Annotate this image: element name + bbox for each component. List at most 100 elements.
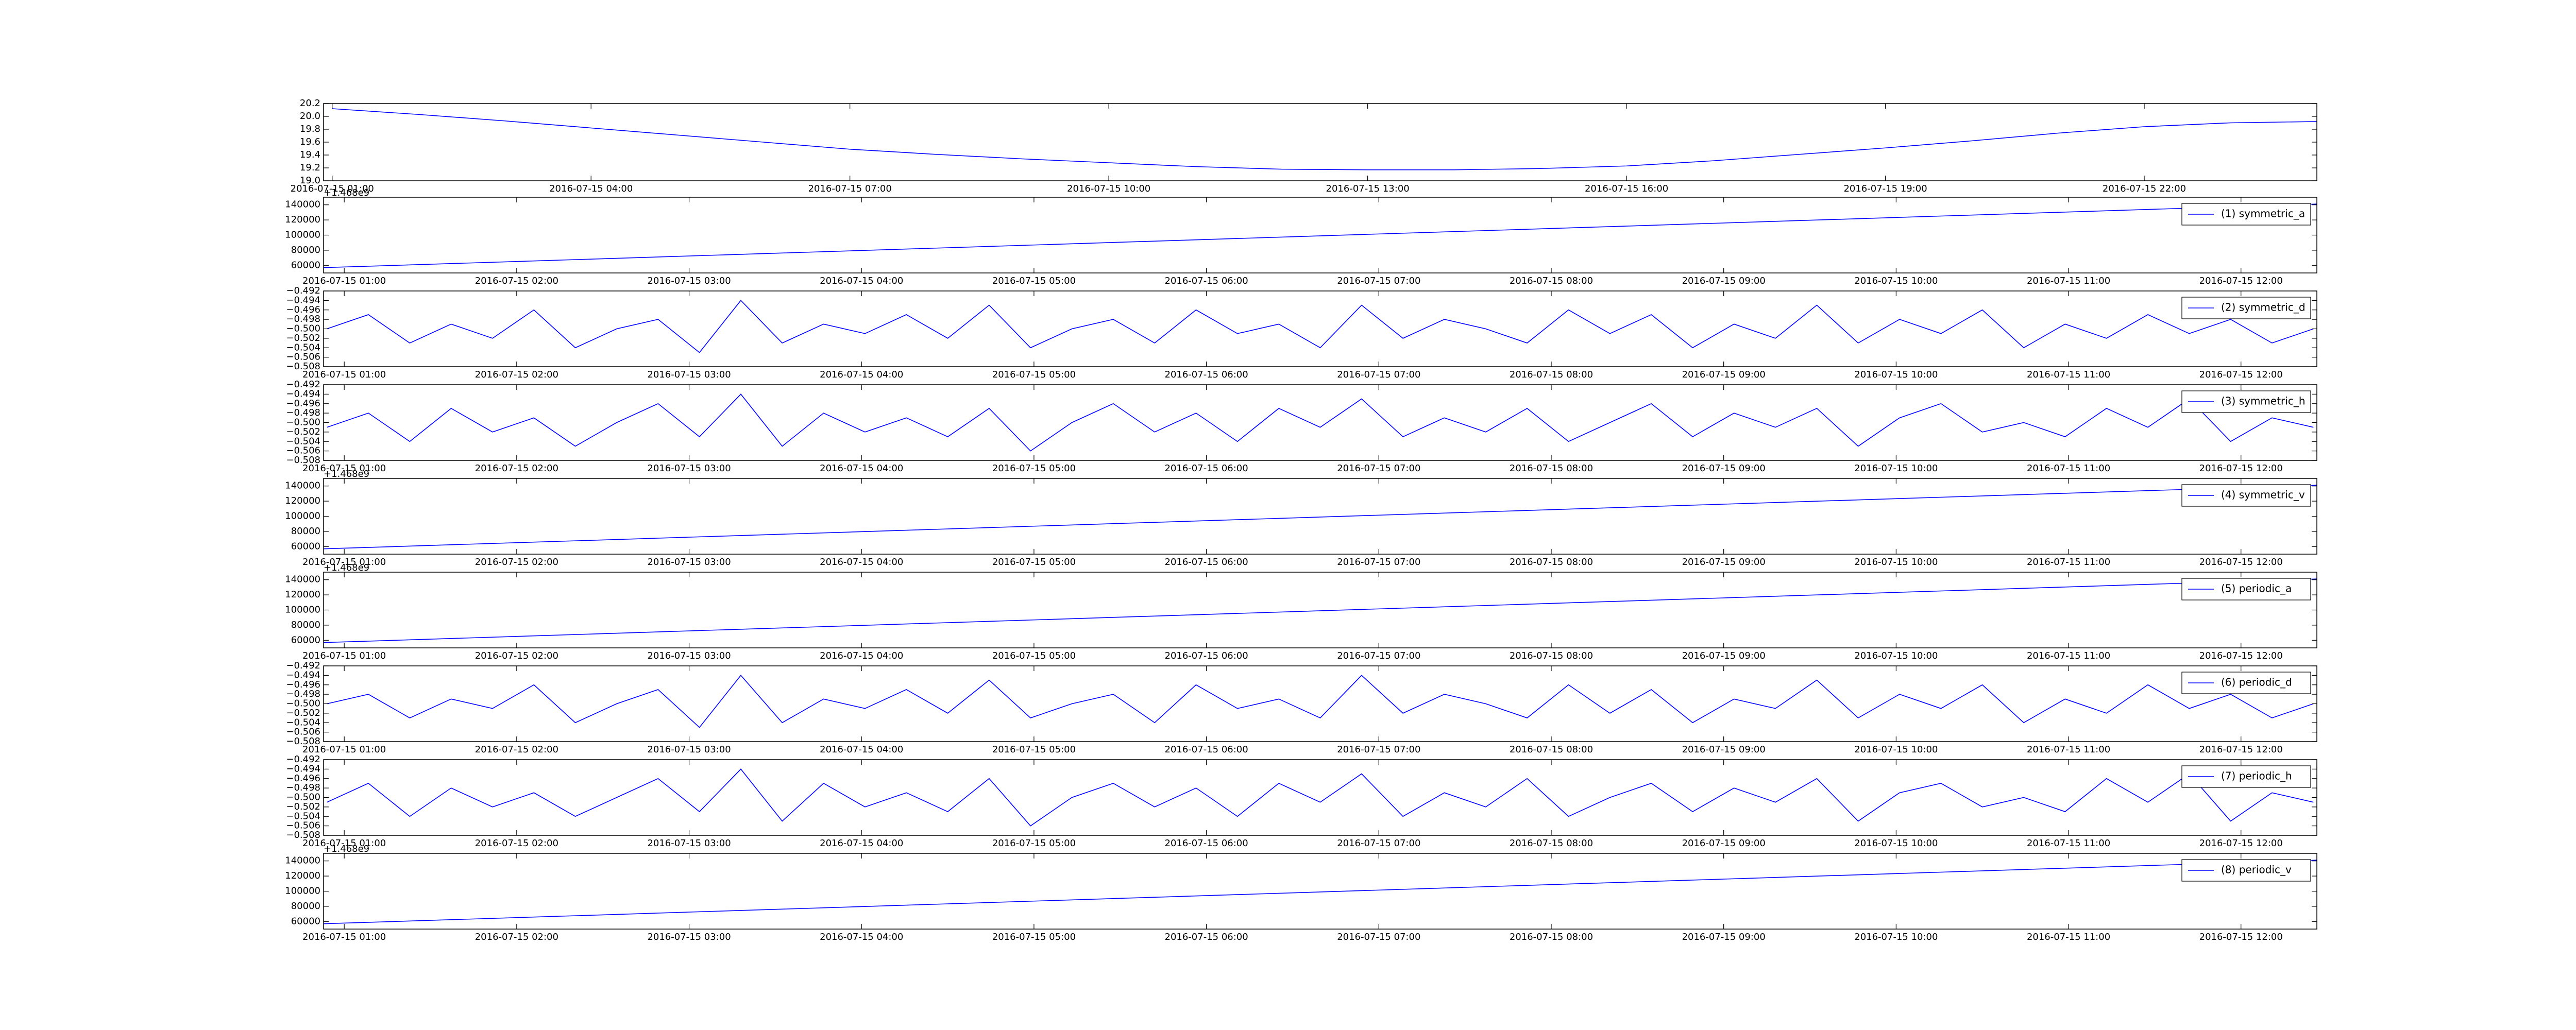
- y-tick-label: 19.8: [300, 124, 320, 134]
- y-tick-label: 19.6: [300, 136, 320, 147]
- x-tick-label: 2016-07-15 08:00: [1510, 932, 1593, 942]
- y-tick-label: 20.2: [300, 98, 320, 109]
- y-tick-label: −0.496: [286, 773, 320, 784]
- x-tick-label: 2016-07-15 05:00: [992, 838, 1076, 849]
- y-tick-label: 120000: [285, 589, 320, 600]
- y-tick-label: 19.2: [300, 162, 320, 173]
- y-tick-label: −0.500: [286, 792, 320, 803]
- y-tick-label: −0.496: [286, 679, 320, 690]
- x-tick-label: 2016-07-15 09:00: [1682, 557, 1766, 568]
- x-tick-label: 2016-07-15 03:00: [647, 463, 731, 474]
- x-tick-label: 2016-07-15 04:00: [820, 369, 903, 380]
- y-tick-label: −0.502: [286, 708, 320, 718]
- legend-label: (1) symmetric_a: [2221, 208, 2305, 220]
- x-tick-label: 2016-07-15 06:00: [1165, 838, 1248, 849]
- x-tick-label: 2016-07-15 04:00: [820, 276, 903, 286]
- data-line: [323, 203, 2317, 268]
- y-tick-label: 80000: [291, 620, 320, 630]
- y-tick-label: −0.502: [286, 333, 320, 344]
- x-tick-label: 2016-07-15 09:00: [1682, 744, 1766, 755]
- y-tick-label: 120000: [285, 870, 320, 881]
- legend-label: (8) periodic_v: [2221, 864, 2292, 876]
- x-tick-label: 2016-07-15 01:00: [302, 463, 386, 474]
- y-tick-label: 60000: [291, 541, 320, 552]
- x-tick-label: 2016-07-15 22:00: [2103, 183, 2186, 194]
- x-tick-label: 2016-07-15 04:00: [549, 183, 633, 194]
- x-tick-label: 2016-07-15 02:00: [475, 463, 558, 474]
- y-tick-label: −0.494: [286, 763, 320, 774]
- legend-label: (4) symmetric_v: [2221, 489, 2305, 501]
- y-tick-label: −0.506: [286, 727, 320, 737]
- y-tick-label: −0.506: [286, 820, 320, 831]
- y-tick-label: 140000: [285, 199, 320, 210]
- x-tick-label: 2016-07-15 09:00: [1682, 369, 1766, 380]
- data-line: [323, 485, 2317, 550]
- x-tick-label: 2016-07-15 12:00: [2199, 650, 2283, 661]
- y-tick-label: 140000: [285, 480, 320, 491]
- x-tick-label: 2016-07-15 07:00: [1337, 744, 1420, 755]
- x-tick-label: 2016-07-15 10:00: [1854, 276, 1938, 286]
- x-tick-label: 2016-07-15 02:00: [475, 932, 558, 942]
- y-tick-label: 120000: [285, 214, 320, 225]
- x-tick-label: 2016-07-15 10:00: [1854, 463, 1938, 474]
- x-tick-label: 2016-07-15 03:00: [647, 369, 731, 380]
- x-tick-label: 2016-07-15 07:00: [1337, 838, 1420, 849]
- x-tick-label: 2016-07-15 02:00: [475, 744, 558, 755]
- x-tick-label: 2016-07-15 10:00: [1854, 369, 1938, 380]
- y-tick-label: −0.504: [286, 342, 320, 353]
- y-tick-label: −0.508: [286, 736, 320, 747]
- x-tick-label: 2016-07-15 12:00: [2199, 932, 2283, 942]
- x-tick-label: 2016-07-15 03:00: [647, 932, 731, 942]
- x-tick-label: 2016-07-15 07:00: [1337, 463, 1420, 474]
- x-tick-label: 2016-07-15 08:00: [1510, 276, 1593, 286]
- x-tick-label: 2016-07-15 06:00: [1165, 463, 1248, 474]
- x-tick-label: 2016-07-15 04:00: [820, 744, 903, 755]
- x-tick-label: 2016-07-15 07:00: [1337, 369, 1420, 380]
- x-tick-label: 2016-07-15 02:00: [475, 838, 558, 849]
- y-tick-label: −0.498: [286, 407, 320, 418]
- y-tick-label: −0.508: [286, 455, 320, 466]
- x-tick-label: 2016-07-15 05:00: [992, 932, 1076, 942]
- data-line: [323, 578, 2317, 643]
- y-tick-label: −0.506: [286, 352, 320, 363]
- y-tick-label: 19.0: [300, 175, 320, 186]
- x-tick-label: 2016-07-15 08:00: [1510, 463, 1593, 474]
- y-tick-label: −0.498: [286, 314, 320, 324]
- offset-label: +1.468e9: [324, 469, 369, 479]
- y-tick-label: 100000: [285, 605, 320, 615]
- y-tick-label: 100000: [285, 511, 320, 522]
- y-tick-label: 100000: [285, 886, 320, 897]
- x-tick-label: 2016-07-15 04:00: [820, 463, 903, 474]
- y-tick-label: 140000: [285, 574, 320, 585]
- y-tick-label: −0.496: [286, 398, 320, 409]
- x-tick-label: 2016-07-15 03:00: [647, 276, 731, 286]
- x-tick-label: 2016-07-15 12:00: [2199, 276, 2283, 286]
- x-tick-label: 2016-07-15 09:00: [1682, 276, 1766, 286]
- data-line: [332, 108, 2317, 170]
- y-tick-label: −0.508: [286, 830, 320, 840]
- data-line: [327, 300, 2314, 353]
- y-tick-label: 19.4: [300, 149, 320, 160]
- x-tick-label: 2016-07-15 03:00: [647, 557, 731, 568]
- offset-label: +1.468e9: [324, 844, 369, 854]
- x-tick-label: 2016-07-15 07:00: [1337, 557, 1420, 568]
- y-tick-label: −0.504: [286, 811, 320, 821]
- y-tick-label: −0.506: [286, 445, 320, 456]
- x-tick-label: 2016-07-15 10:00: [1067, 183, 1150, 194]
- x-tick-label: 2016-07-15 04:00: [820, 932, 903, 942]
- y-tick-label: −0.500: [286, 417, 320, 428]
- x-tick-label: 2016-07-15 05:00: [992, 463, 1076, 474]
- x-tick-label: 2016-07-15 06:00: [1165, 650, 1248, 661]
- legend-label: (3) symmetric_h: [2221, 395, 2306, 407]
- x-tick-label: 2016-07-15 11:00: [2027, 650, 2110, 661]
- y-tick-label: −0.494: [286, 295, 320, 305]
- x-tick-label: 2016-07-15 06:00: [1165, 276, 1248, 286]
- x-tick-label: 2016-07-15 09:00: [1682, 463, 1766, 474]
- x-tick-label: 2016-07-15 04:00: [820, 838, 903, 849]
- x-tick-label: 2016-07-15 04:00: [820, 557, 903, 568]
- x-tick-label: 2016-07-15 10:00: [1854, 650, 1938, 661]
- y-tick-label: −0.498: [286, 782, 320, 793]
- x-tick-label: 2016-07-15 12:00: [2199, 369, 2283, 380]
